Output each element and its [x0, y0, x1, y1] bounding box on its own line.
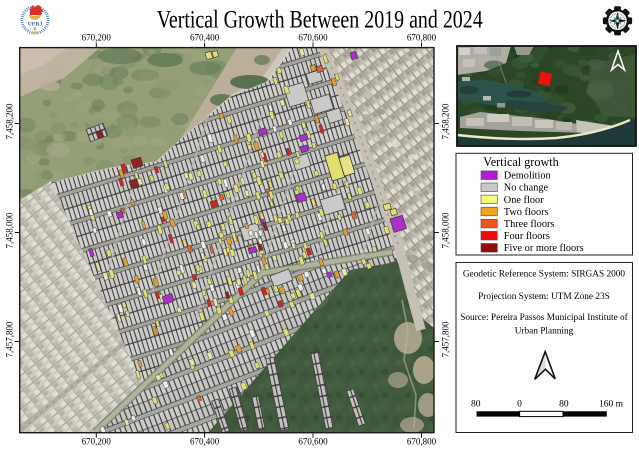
- svg-text:670,600: 670,600: [298, 437, 328, 447]
- svg-text:Urban Planning: Urban Planning: [515, 327, 574, 337]
- svg-text:Demolition: Demolition: [504, 171, 551, 182]
- svg-text:7,458,000: 7,458,000: [5, 212, 15, 249]
- svg-text:670,400: 670,400: [190, 33, 220, 43]
- svg-text:No change: No change: [504, 183, 549, 194]
- svg-text:Vertical Growth Between 2019 a: Vertical Growth Between 2019 and 2024: [157, 5, 483, 34]
- svg-text:Source: Pereira Passos Municip: Source: Pereira Passos Municipal Institu…: [460, 312, 628, 323]
- svg-text:670,800: 670,800: [407, 33, 437, 43]
- svg-text:Projection System: UTM Zone 23: Projection System: UTM Zone 23S: [478, 292, 610, 302]
- svg-text:Geodetic Reference System: SIR: Geodetic Reference System: SIRGAS 2000: [463, 268, 625, 279]
- svg-text:7,457,800: 7,457,800: [441, 321, 451, 358]
- svg-text:One floor: One floor: [504, 195, 544, 206]
- svg-text:7,458,200: 7,458,200: [441, 103, 451, 140]
- svg-text:UERJ: UERJ: [28, 22, 43, 28]
- svg-text:Four floors: Four floors: [504, 231, 550, 242]
- svg-text:670,200: 670,200: [82, 33, 112, 43]
- svg-text:80: 80: [471, 400, 481, 410]
- svg-text:80: 80: [559, 400, 569, 410]
- svg-text:Three floors: Three floors: [504, 219, 555, 230]
- svg-text:7,458,200: 7,458,200: [5, 103, 15, 140]
- svg-text:7,458,000: 7,458,000: [441, 212, 451, 249]
- svg-text:670,200: 670,200: [82, 437, 112, 447]
- svg-text:670,400: 670,400: [190, 437, 220, 447]
- svg-text:670,600: 670,600: [298, 33, 328, 43]
- svg-text:670,800: 670,800: [407, 437, 437, 447]
- svg-text:0: 0: [517, 400, 522, 410]
- svg-text:Two floors: Two floors: [504, 207, 549, 218]
- svg-text:160 m: 160 m: [599, 400, 624, 410]
- svg-text:7,457,800: 7,457,800: [5, 321, 15, 358]
- svg-text:Five or more floors: Five or more floors: [504, 243, 584, 254]
- svg-text:Vertical growth: Vertical growth: [483, 155, 558, 169]
